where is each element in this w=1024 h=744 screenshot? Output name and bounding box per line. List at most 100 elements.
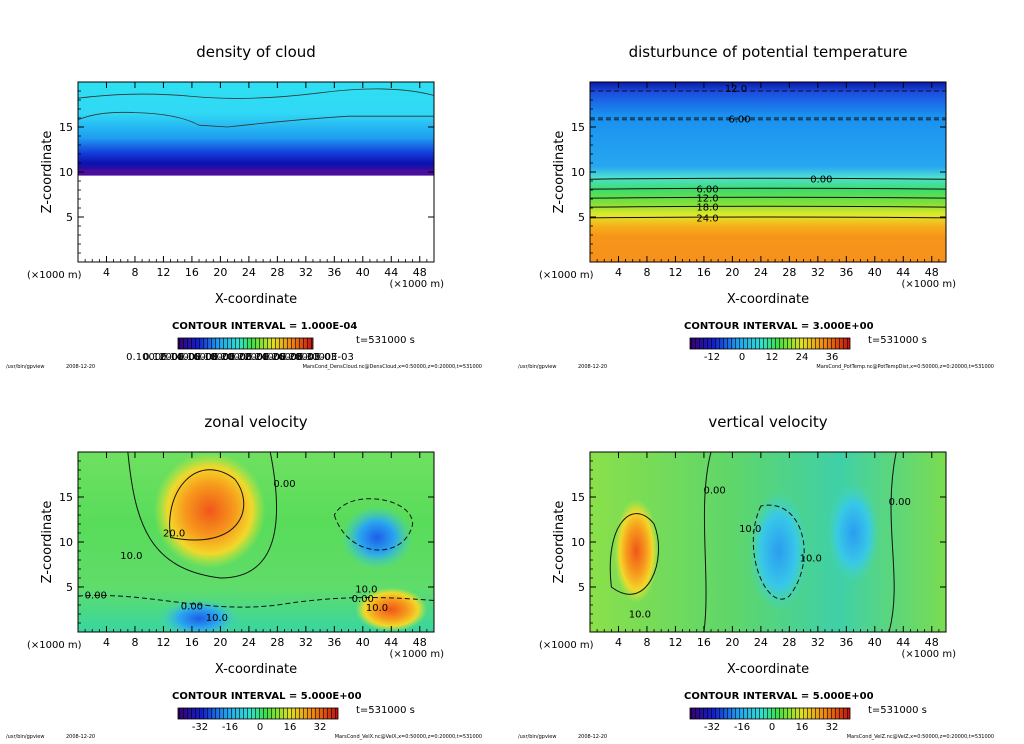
x-tick-label: 48 — [925, 266, 939, 279]
negative-max — [341, 505, 414, 570]
contour-label: 10.0 — [800, 554, 822, 565]
y-tick-label: 10 — [59, 166, 73, 179]
time-label: t=531000 s — [356, 335, 415, 346]
footer-date: 2008-12-20 — [66, 734, 95, 740]
contour-line — [590, 205, 946, 208]
colorbar-tick-label: 0.1400E-03 — [160, 352, 218, 363]
footer-file: MarsCond_DensCloud.nc@DensCloud,x=0:5000… — [303, 364, 482, 370]
footer-file: MarsCond_VelX.nc@VelX,x=0:50000,z=0:2000… — [335, 734, 482, 740]
colorbar-tick-label: 0.3000E-03 — [296, 352, 354, 363]
x-tick-label: 24 — [242, 636, 256, 649]
x-tick-label: 36 — [327, 266, 341, 279]
x-tick-label: 28 — [782, 266, 796, 279]
colorbar-tick-label: 0.2400E-03 — [245, 352, 303, 363]
y-tick-label: 15 — [59, 121, 73, 134]
x-axis-label: X-coordinate — [215, 662, 297, 677]
contour-line — [169, 469, 245, 541]
x-tick-label: 20 — [725, 636, 739, 649]
contour-line — [752, 504, 805, 600]
colorbar-tick-label: 0.1800E-03 — [194, 352, 252, 363]
contour-line — [127, 452, 278, 579]
x-unit-label: (×1000 m) — [27, 270, 82, 281]
contour-label: 0.00 — [352, 594, 374, 605]
x-tick-label: 44 — [896, 636, 910, 649]
contour-line — [333, 498, 414, 551]
x-tick-label: 36 — [839, 636, 853, 649]
colorbar-tick-label: 0 — [739, 352, 745, 363]
contour-label: 18.0 — [696, 203, 718, 214]
colorbar-tick-label: 36 — [826, 352, 839, 363]
colorbar-divisions — [690, 708, 850, 719]
contour-label: 0.00 — [181, 601, 203, 612]
contour-line — [703, 452, 712, 632]
chart-panel-3: zonal velocity20.010.00.000.000.0010.010… — [6, 413, 482, 740]
x-tick-label: 8 — [131, 266, 138, 279]
x-tick-label: 8 — [643, 266, 650, 279]
contour-line — [590, 187, 946, 190]
contour-interval: CONTOUR INTERVAL = 3.000E+00 — [684, 321, 874, 332]
positive-max — [614, 499, 659, 603]
x-unit-label: (×1000 m) — [901, 649, 956, 660]
colorbar-divisions — [178, 338, 313, 349]
cloud-base — [78, 169, 434, 176]
colorbar-tick-label: -32 — [192, 722, 208, 733]
colorbar-tick-label: 0.2600E-03 — [262, 352, 320, 363]
y-axis-label: Z-coordinate — [552, 131, 567, 214]
colorbar-tick-label: 0 — [257, 722, 263, 733]
x-tick-label: 32 — [811, 266, 825, 279]
contour-interval: CONTOUR INTERVAL = 5.000E+00 — [172, 691, 362, 702]
x-unit-label: (×1000 m) — [901, 279, 956, 290]
contour-label: 10.0 — [739, 524, 761, 535]
footer-date: 2008-12-20 — [578, 734, 607, 740]
y-tick-label: 15 — [571, 121, 585, 134]
colorbar-tick-label: 0.1200E-03 — [143, 352, 201, 363]
x-tick-label: 4 — [103, 266, 110, 279]
contour-line — [609, 513, 659, 595]
x-tick-label: 48 — [413, 266, 427, 279]
footer-date: 2008-12-20 — [66, 364, 95, 370]
x-tick-label: 40 — [356, 636, 370, 649]
x-tick-label: 8 — [643, 636, 650, 649]
colorbar-tick-label: -16 — [222, 722, 238, 733]
x-tick-label: 8 — [131, 636, 138, 649]
chart-title: density of cloud — [196, 43, 316, 61]
contour-label: 12.0 — [696, 194, 718, 205]
footer-program: /usr/bin/gpview — [518, 364, 556, 370]
contour-label: 12.0 — [725, 84, 747, 95]
colorbar-tick-label: 0.1000E-03 — [126, 352, 184, 363]
colorbar-tick-label: 32 — [826, 722, 839, 733]
x-tick-label: 24 — [754, 636, 768, 649]
contour-line — [78, 88, 434, 99]
footer-program: /usr/bin/gpview — [6, 734, 44, 740]
colorbar-tick-label: -16 — [734, 722, 750, 733]
colorbar-tick-label: 0.1600E-03 — [177, 352, 235, 363]
colorbar-divisions — [690, 338, 850, 349]
contour-interval: CONTOUR INTERVAL = 1.000E-04 — [172, 321, 357, 332]
x-tick-label: 28 — [270, 636, 284, 649]
contour-label: 0.00 — [273, 479, 295, 490]
x-tick-label: 44 — [384, 636, 398, 649]
x-tick-label: 20 — [725, 266, 739, 279]
contour-label: 24.0 — [696, 213, 718, 224]
x-tick-label: 16 — [697, 636, 711, 649]
x-tick-label: 32 — [811, 636, 825, 649]
time-label: t=531000 s — [356, 705, 415, 716]
colorbar-tick-label: 0.2200E-03 — [228, 352, 286, 363]
footer-file: MarsCond_PotTemp.nc@PotTempDist,x=0:5000… — [816, 364, 994, 370]
colorbar-tick-label: 16 — [284, 722, 297, 733]
x-tick-label: 12 — [668, 636, 682, 649]
colorbar-tick-label: 16 — [796, 722, 809, 733]
contour-label: 6.00 — [696, 185, 718, 196]
x-tick-label: 16 — [185, 266, 199, 279]
cloud-layer — [78, 82, 434, 172]
contour-label: 10.0 — [120, 551, 142, 562]
chart-title: vertical velocity — [708, 413, 827, 431]
colorbar-tick-label: -12 — [704, 352, 720, 363]
colorbar-tick-label: 32 — [314, 722, 327, 733]
contour-label: 0.00 — [810, 175, 832, 186]
theta-field — [590, 82, 946, 262]
contour-label: 10.0 — [355, 584, 377, 595]
